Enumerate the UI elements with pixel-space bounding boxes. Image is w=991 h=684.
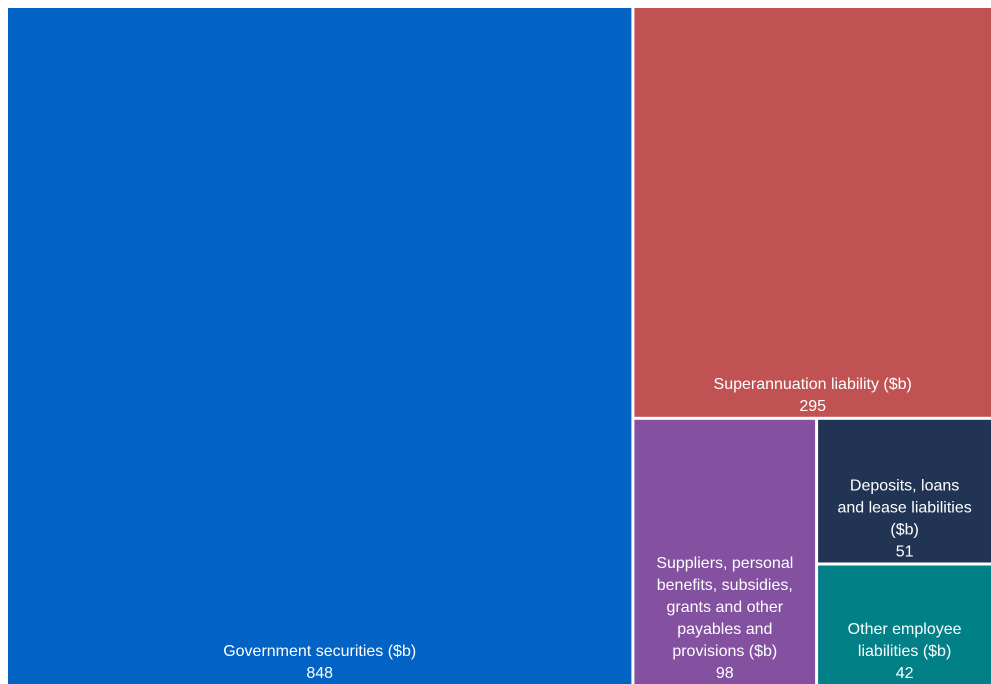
tile-rect-suppliers-personal-benefits-subsidies-grants-and-other-payables-and-provisions bbox=[634, 419, 816, 684]
tile-label-line: provisions ($b) bbox=[672, 643, 777, 660]
tile-label-deposits-loans-and-lease-liabilities: Deposits, loans and lease liabilities ($b)… bbox=[837, 478, 971, 561]
tile-label-superannuation-liability: Superannuation liability ($b) 295 bbox=[714, 376, 912, 415]
tile-label-line: Deposits, loans bbox=[850, 478, 959, 495]
tile-other-employee-liabilities: Other employee liabilities ($b) 42 bbox=[818, 565, 991, 684]
tile-rect-deposits-loans-and-lease-liabilities bbox=[818, 419, 991, 563]
tile-label-line: and lease liabilities bbox=[837, 500, 971, 517]
tile-value: 98 bbox=[716, 665, 734, 682]
tile-label-line: grants and other bbox=[667, 599, 784, 616]
tile-value: 51 bbox=[896, 544, 914, 561]
tile-government-securities: Government securities ($b) 848 bbox=[8, 8, 632, 684]
tile-rect-government-securities bbox=[8, 8, 632, 684]
tile-label-line: Suppliers, personal bbox=[656, 555, 793, 572]
tile-label-government-securities: Government securities ($b) 848 bbox=[223, 643, 416, 682]
tile-value: 295 bbox=[799, 398, 826, 415]
tile-label-line: Government securities ($b) bbox=[223, 643, 416, 660]
tile-label-line: benefits, subsidies, bbox=[657, 577, 793, 594]
tile-value: 848 bbox=[306, 665, 333, 682]
tile-rect-superannuation-liability bbox=[634, 8, 991, 417]
tile-label-suppliers-personal-benefits-subsidies-grants-and-other-payables-and-provisions: Suppliers, personal benefits, subsidies, g… bbox=[656, 555, 793, 682]
tile-label-line: liabilities ($b) bbox=[858, 643, 951, 660]
tile-rect-other-employee-liabilities bbox=[818, 565, 991, 684]
tile-label-line: Other employee bbox=[848, 621, 962, 638]
tile-deposits-loans-and-lease-liabilities: Deposits, loans and lease liabilities ($b)… bbox=[818, 419, 991, 563]
tile-label-line: payables and bbox=[677, 621, 772, 638]
tile-label-line: Superannuation liability ($b) bbox=[714, 376, 912, 393]
tile-label-line: ($b) bbox=[890, 522, 918, 539]
tile-value: 42 bbox=[896, 665, 914, 682]
tile-suppliers-personal-benefits-subsidies-grants-and-other-payables-and-provisions: Suppliers, personal benefits, subsidies, g… bbox=[634, 419, 816, 684]
tile-label-other-employee-liabilities: Other employee liabilities ($b) 42 bbox=[848, 621, 962, 682]
tile-superannuation-liability: Superannuation liability ($b) 295 bbox=[634, 8, 991, 417]
